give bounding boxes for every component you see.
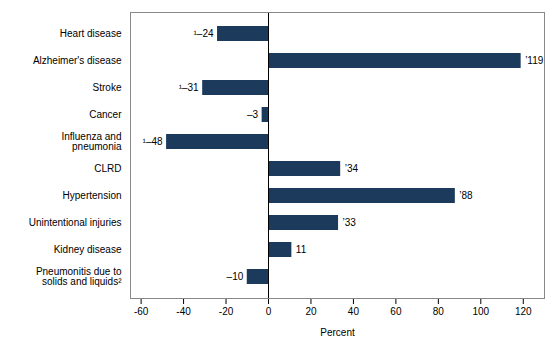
svg-text:80: 80	[433, 306, 445, 317]
svg-text:Percent: Percent	[320, 327, 355, 338]
svg-text:Unintentional injuries: Unintentional injuries	[29, 217, 122, 228]
svg-text:11: 11	[296, 244, 307, 255]
svg-text:Stroke: Stroke	[93, 82, 122, 93]
svg-text:Cancer: Cancer	[89, 109, 122, 120]
svg-text:¹–48: ¹–48	[143, 136, 163, 147]
svg-text:’88: ’88	[459, 190, 473, 201]
svg-text:100: 100	[472, 306, 489, 317]
svg-text:60: 60	[390, 306, 402, 317]
svg-text:120: 120	[515, 306, 532, 317]
svg-text:–10: –10	[227, 271, 244, 282]
svg-text:’119: ’119	[525, 55, 544, 66]
svg-text:Alzheimer's disease: Alzheimer's disease	[33, 55, 122, 66]
svg-text:CLRD: CLRD	[94, 163, 121, 174]
svg-text:Hypertension: Hypertension	[63, 190, 122, 201]
svg-text:’34: ’34	[345, 163, 359, 174]
svg-text:-20: -20	[219, 306, 234, 317]
svg-text:Pneumonitis due tosolids and l: Pneumonitis due tosolids and liquids²	[36, 266, 122, 287]
svg-text:0: 0	[266, 306, 272, 317]
svg-text:40: 40	[348, 306, 360, 317]
svg-text:Influenza andpneumonia: Influenza andpneumonia	[61, 131, 121, 152]
svg-text:–3: –3	[247, 109, 259, 120]
svg-text:¹–31: ¹–31	[179, 82, 199, 93]
svg-text:-60: -60	[134, 306, 149, 317]
svg-text:-40: -40	[176, 306, 191, 317]
svg-text:Kidney disease: Kidney disease	[54, 244, 122, 255]
svg-text:20: 20	[305, 306, 317, 317]
svg-text:’33: ’33	[343, 217, 357, 228]
svg-text:Heart disease: Heart disease	[60, 28, 122, 39]
svg-text:¹–24: ¹–24	[194, 28, 214, 39]
